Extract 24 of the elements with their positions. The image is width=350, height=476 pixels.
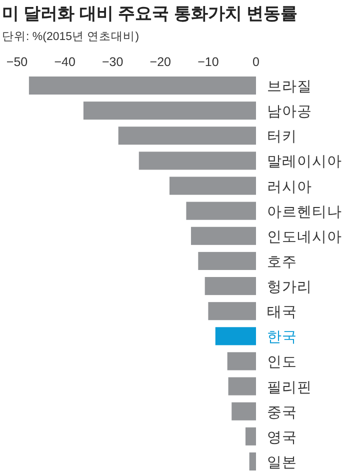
y-tick-label: 영국	[267, 430, 297, 446]
x-tick-label: 0	[252, 55, 260, 69]
y-tick-label: 중국	[267, 404, 297, 421]
y-tick-label: 인도네시아	[267, 229, 342, 246]
y-tick-label: 터키	[267, 129, 297, 146]
x-tick-label: −50	[6, 55, 28, 69]
chart-title: 미 달러화 대비 주요국 통화가치 변동률	[2, 4, 298, 23]
y-tick-label: 남아공	[267, 104, 312, 120]
x-tick-label: −40	[54, 55, 76, 69]
y-tick-label: 태국	[267, 304, 297, 321]
y-tick-label: 일본	[267, 454, 297, 471]
y-tick-label: 브라질	[267, 79, 312, 96]
x-tick-label: −10	[198, 55, 219, 69]
y-tick-label: 러시아	[267, 179, 312, 196]
y-tick-label: 호주	[267, 254, 297, 270]
y-tick-label: 아르헨티나	[267, 204, 342, 220]
y-tick-label: 한국	[267, 330, 297, 346]
y-tick-label: 인도	[267, 354, 297, 371]
y-tick-label: 필리핀	[267, 380, 312, 396]
chart-subtitle: 단위: %(2015년 연초대비)	[2, 31, 140, 43]
y-tick-label: 말레이시아	[267, 154, 342, 170]
y-tick-label: 헝가리	[267, 280, 312, 296]
x-tick-label: −30	[102, 55, 124, 69]
x-tick-label: −20	[150, 55, 172, 69]
